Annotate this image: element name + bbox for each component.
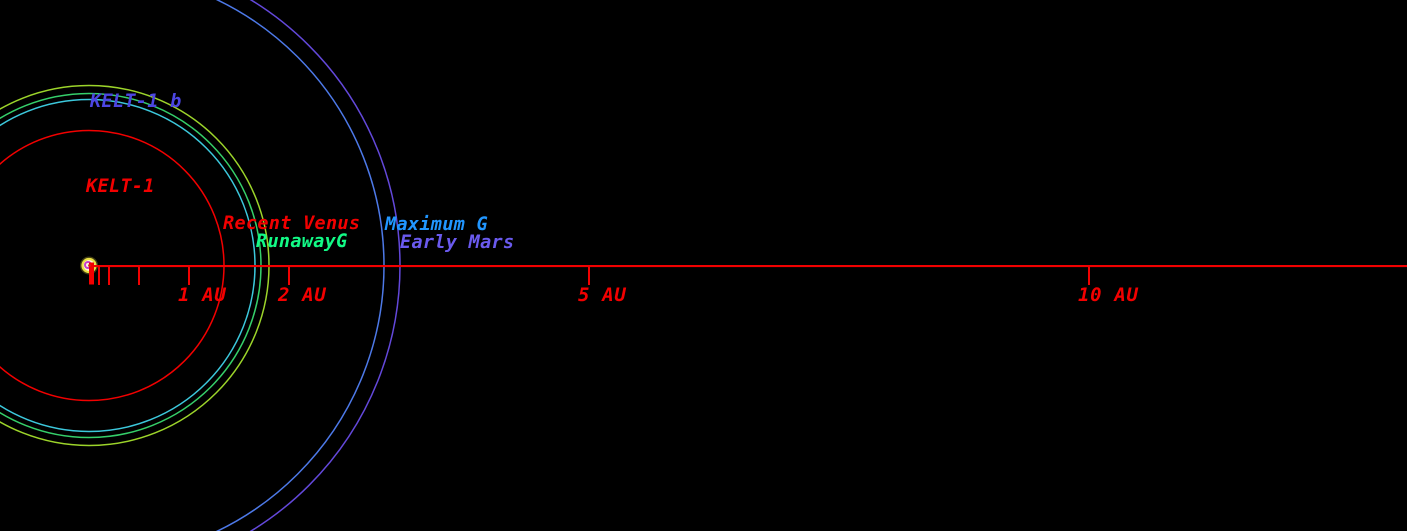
planet-marker-tick [89, 262, 94, 285]
annotation-runawayg: RunawayG [256, 231, 348, 252]
axis-line [89, 265, 1407, 268]
axis-label-1-au: 1 AU [178, 284, 227, 306]
axis-tick-10-au [1088, 266, 1090, 285]
axis-tick-2-au [288, 266, 290, 285]
axis-tick-1-au [188, 266, 190, 285]
axis-tick-0p2-au [108, 266, 110, 285]
axis-label-2-au: 2 AU [278, 284, 327, 306]
annotation-kelt-1-b: KELT-1 b [90, 91, 182, 112]
annotation-early-mars: Early Mars [400, 232, 515, 253]
annotation-maximum-g: Maximum G [385, 214, 488, 235]
axis-tick-0p5-au [138, 266, 140, 285]
annotation-kelt-1: KELT-1 [86, 176, 155, 197]
axis-label-10-au: 10 AU [1078, 284, 1139, 306]
star-center-dot [88, 264, 91, 267]
annotation-recent-venus: Recent Venus [223, 213, 361, 234]
axis-label-5-au: 5 AU [578, 284, 627, 306]
axis-tick-5-au [588, 266, 590, 285]
axis-tick-0p1-au [98, 266, 100, 285]
